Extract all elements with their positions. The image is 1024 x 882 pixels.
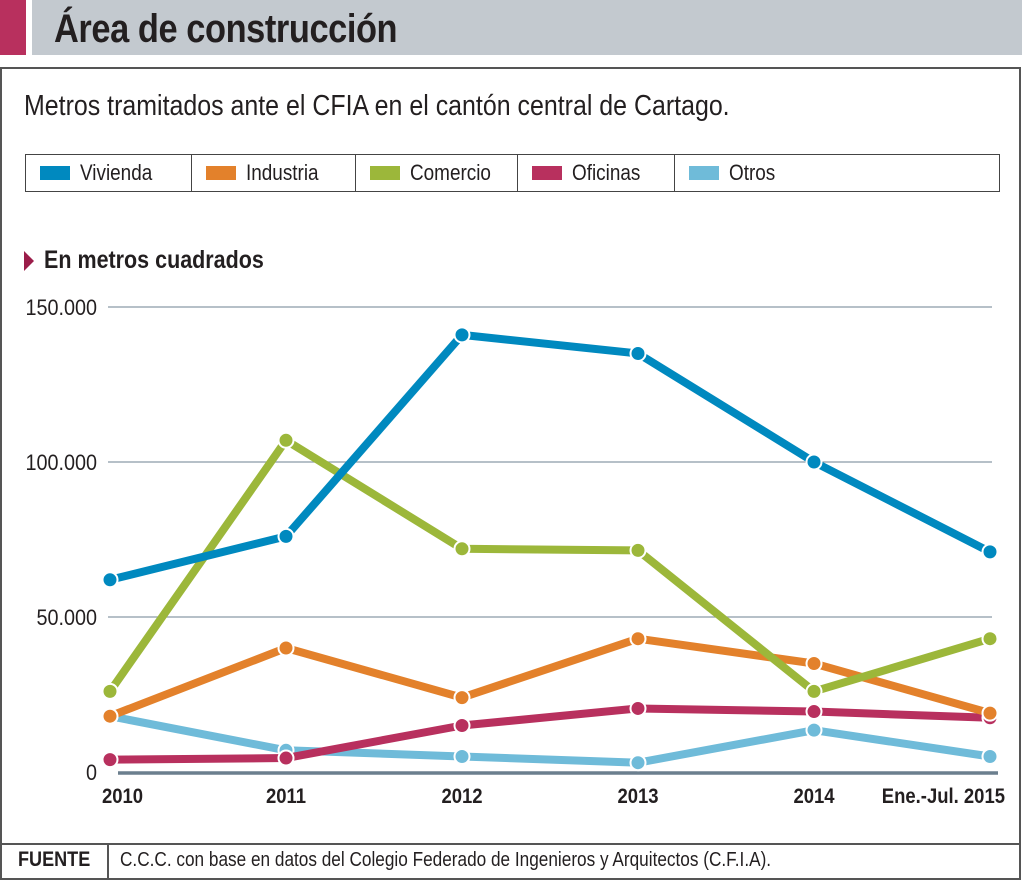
legend-label: Oficinas [572,160,641,185]
title-background [32,0,1022,55]
data-point [629,345,647,362]
legend-item-comercio: Comercio [356,155,518,191]
data-point [101,682,119,700]
x-tick-label: 2010 [102,785,143,808]
y-tick-label: 50.000 [36,606,97,630]
series-industria [101,630,999,725]
y-tick-label: 0 [86,761,97,785]
gridlines [108,306,992,618]
unit-label-text: En metros cuadrados [44,246,264,274]
y-tick-label: 100.000 [25,451,97,475]
series-vivienda [101,326,999,589]
data-point [453,689,471,707]
x-tick-label: 2013 [617,785,658,808]
data-point [805,721,823,739]
data-point [101,571,119,589]
data-point [981,748,999,765]
legend-swatch [206,166,236,180]
series-line [106,704,994,764]
y-axis-ticks: 0 50.000 100.000 150.000 [25,296,97,785]
legend-item-oficinas: Oficinas [518,155,675,191]
series-line [106,330,994,584]
data-point [277,639,295,657]
data-point [981,704,999,722]
chart-title: Área de construcción [54,7,398,51]
legend-label: Comercio [410,160,491,185]
legend-swatch [370,166,400,180]
series-comercio [101,431,999,700]
chart-subtitle: Metros tramitados ante el CFIA en el can… [24,90,730,122]
legend-swatch [40,166,70,180]
legend-item-industria: Industria [192,155,356,191]
series-line [106,436,994,696]
data-point [805,703,823,721]
x-tick-label: 2011 [266,785,306,808]
chart-frame [0,67,1021,880]
legend-swatch [532,166,562,180]
data-point [981,630,999,648]
data-point [629,541,647,559]
title-accent-bar [0,0,26,55]
series-oficinas [101,699,999,769]
data-point [805,655,823,672]
title-bar: Área de construcción [0,0,1024,55]
data-point [101,751,119,769]
legend-item-otros: Otros [675,155,999,191]
data-point [277,527,295,545]
unit-label: En metros cuadrados [24,246,300,275]
series-group [101,326,999,772]
x-tick-label: 2012 [441,785,482,808]
data-point [277,431,295,449]
data-point [629,630,647,648]
series-line [106,712,994,767]
data-point [805,682,823,700]
data-point [453,540,471,558]
y-tick-label: 150.000 [25,296,97,320]
footer-divider [0,843,1021,845]
source-label: FUENTE [18,848,91,871]
data-point [453,326,471,344]
data-point [101,707,119,725]
data-point [981,543,999,561]
data-point [629,754,647,772]
source-text: C.C.C. con base en datos del Colegio Fed… [120,849,772,871]
legend-label: Otros [729,160,776,185]
series-line [106,634,994,721]
legend-item-vivienda: Vivienda [26,155,192,191]
x-tick-label: Ene.-Jul. 2015 [882,785,1005,808]
legend-swatch [689,166,719,180]
legend-label: Vivienda [80,160,153,185]
data-point [453,717,471,734]
x-tick-label: 2014 [793,785,834,808]
footer-separator [107,845,109,880]
data-point [453,748,471,765]
x-axis-ticks: 2010 2011 2012 2013 2014 Ene.-Jul. 2015 [102,785,1005,808]
data-point [629,699,647,717]
data-point [277,749,295,767]
triangle-bullet-icon [24,250,34,271]
legend-label: Industria [246,160,319,185]
data-point [805,453,823,471]
legend: Vivienda Industria Comercio Oficinas Otr… [25,154,1000,192]
